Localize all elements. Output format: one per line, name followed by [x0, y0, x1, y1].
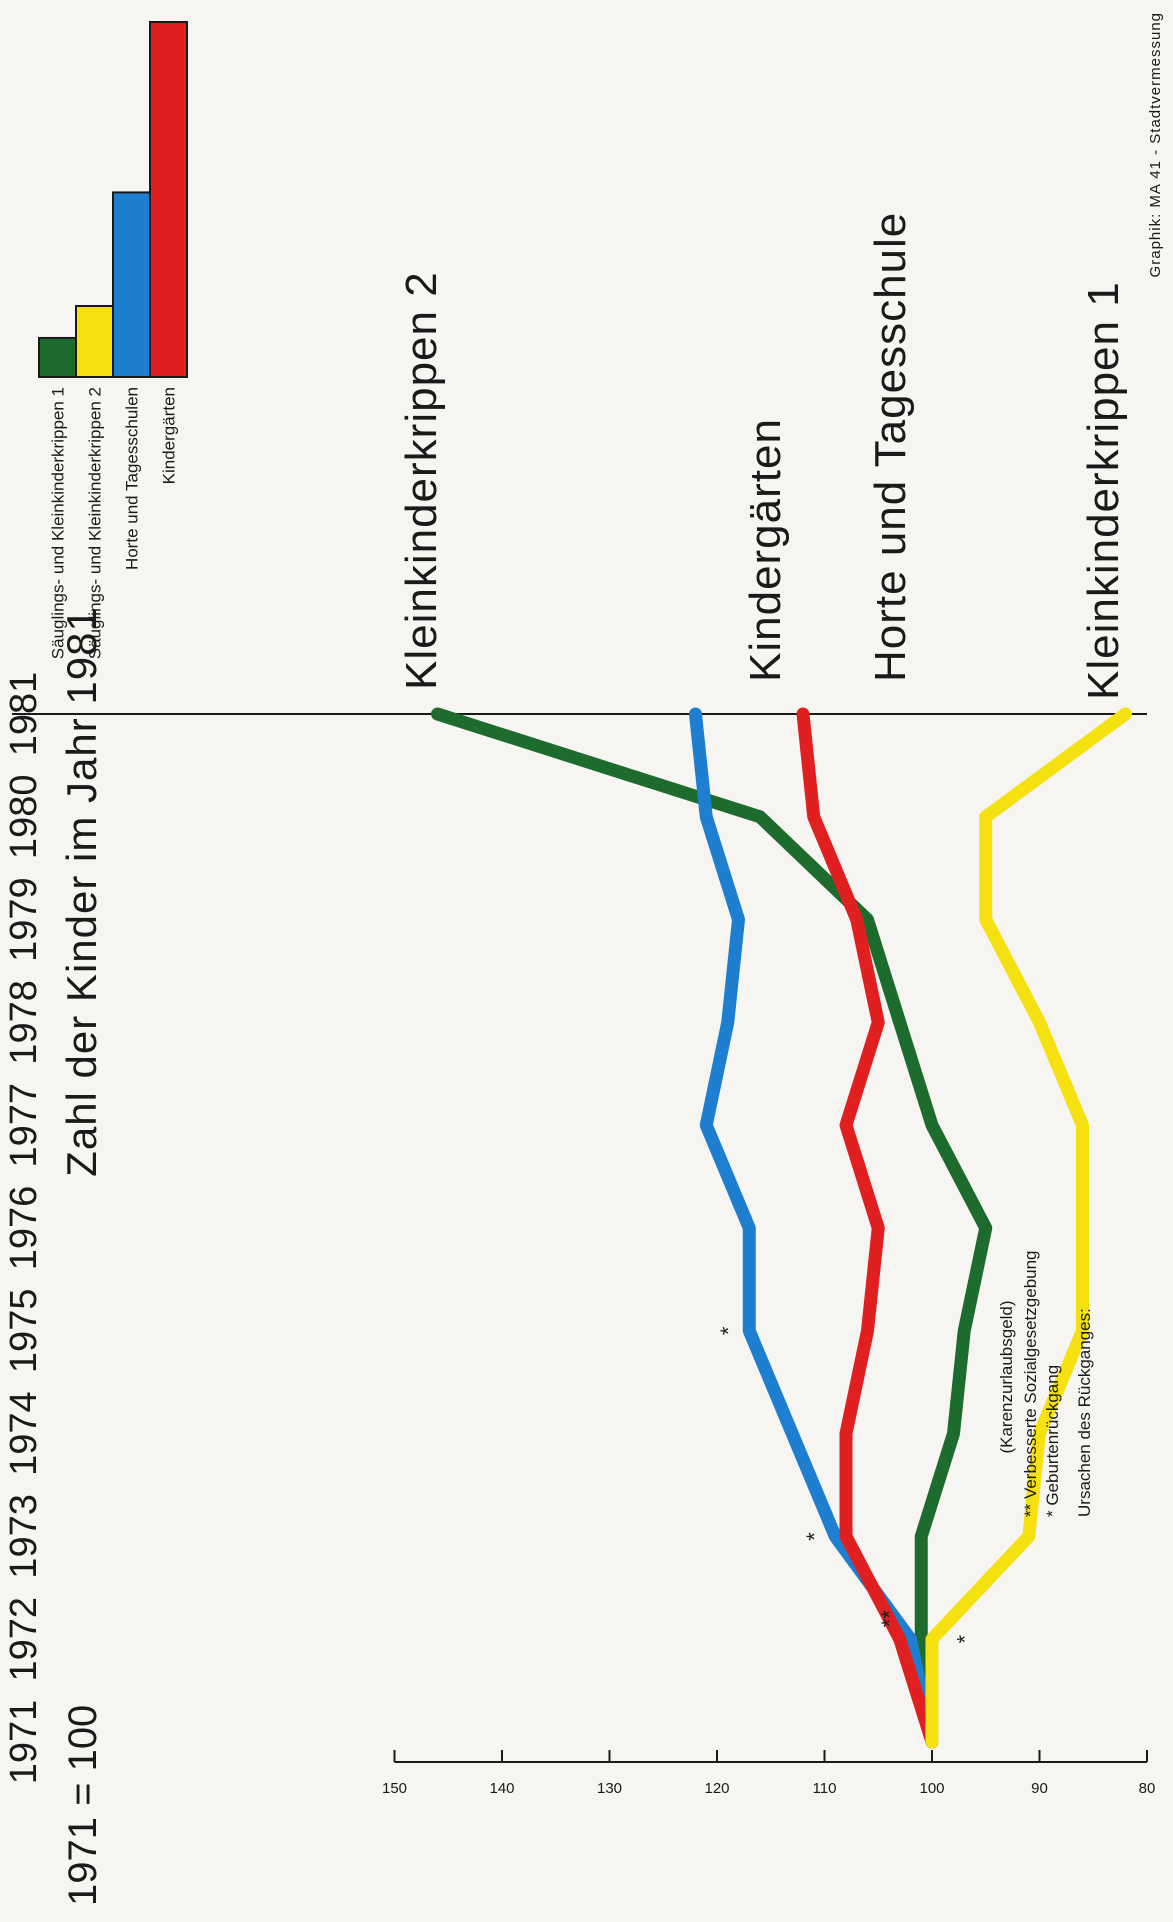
- reason-marker: **: [877, 1610, 902, 1628]
- series-label: Kleinkinderkrippen 1: [1079, 281, 1128, 700]
- bar-chart: Kindergärten Horte und Tagesschulen Säugli…: [38, 21, 188, 659]
- bar: [112, 191, 151, 378]
- note-item: * Geburtenrückgang: [1043, 1365, 1062, 1517]
- notes-heading: Ursachen des Rückganges:: [1075, 1308, 1094, 1517]
- y-tick-label: 100: [919, 1780, 944, 1797]
- bar-label: Säuglings- und Kleinkinderkrippen 2: [86, 387, 105, 659]
- series-label: Kleinkinderkrippen 2: [397, 271, 446, 690]
- y-tick-label: 110: [813, 1780, 837, 1797]
- series-line: [796, 707, 939, 1749]
- y-tick-label: 120: [704, 1780, 729, 1797]
- y-tick-label: 130: [597, 1780, 622, 1797]
- chart-text: 80 90 100 110 120 130 140 150 1971 1972 1973 1974 19…: [3, 12, 1164, 1906]
- x-tick-label: 1980: [3, 775, 45, 860]
- chart-series: [431, 707, 1132, 1749]
- y-tick-label: 150: [382, 1780, 407, 1797]
- x-tick-label: 1971: [3, 1700, 45, 1785]
- reason-marker: *: [952, 1634, 977, 1643]
- bar: [75, 305, 114, 378]
- x-tick-label: 1978: [3, 980, 45, 1065]
- bar-label: Kindergärten: [160, 387, 179, 484]
- x-tick-label: 1979: [3, 877, 45, 962]
- reason-marker: *: [716, 1326, 741, 1335]
- bar: [38, 336, 77, 378]
- x-axis-title: Zahl der Kinder im Jahr 1981: [58, 607, 105, 1177]
- x-tick-label: 1974: [3, 1391, 45, 1476]
- note-item: ** Verbesserte Sozialgesetzgebung: [1021, 1250, 1040, 1517]
- graphic-credit: Graphik: MA 41 - Stadtvermessung: [1147, 12, 1164, 277]
- y-tick-label: 80: [1139, 1780, 1156, 1797]
- bar-label: Horte und Tagesschulen: [123, 387, 142, 570]
- bar-label: Säuglings- und Kleinkinderkrippen 1: [49, 387, 68, 659]
- x-tick-label: 1977: [3, 1083, 45, 1168]
- x-tick-label: 1973: [3, 1494, 45, 1579]
- series-label: Horte und Tagesschule: [866, 212, 915, 682]
- series-line: [431, 707, 993, 1749]
- y-tick-label: 140: [489, 1780, 514, 1797]
- chart-axes: [12, 713, 1148, 1763]
- x-tick-label: 1976: [3, 1186, 45, 1271]
- x-tick-label: 1975: [3, 1289, 45, 1374]
- series-line: [925, 707, 1132, 1749]
- bar: [149, 21, 188, 378]
- x-tick-label: 1972: [3, 1597, 45, 1682]
- reason-marker: *: [802, 1532, 827, 1541]
- x-tick-label: 1981: [3, 672, 45, 757]
- y-tick-label: 90: [1031, 1780, 1048, 1797]
- index-note: 1971 = 100: [61, 1705, 105, 1906]
- series-label: Kindergärten: [741, 418, 790, 682]
- note-item: (Karenzurlaubsgeld): [997, 1300, 1016, 1453]
